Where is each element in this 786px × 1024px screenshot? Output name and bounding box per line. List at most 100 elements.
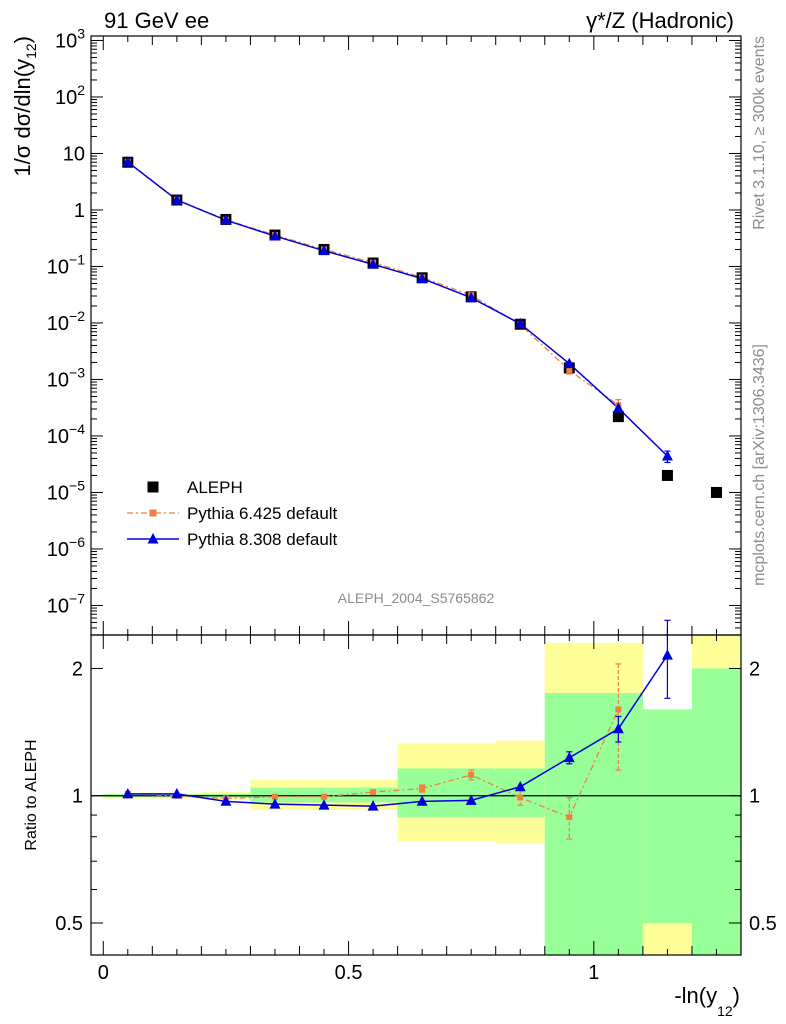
pythia8-main-point [563, 357, 575, 369]
ratio-plot-frame [90, 634, 742, 956]
main-y-tick-exp: −3 [69, 364, 85, 380]
x-axis-label-close: ) [733, 983, 740, 1008]
pythia6-ratio-point [517, 794, 524, 801]
main-y-tick-label: 10−5 [47, 477, 85, 504]
pythia8-main-point [465, 291, 477, 303]
aleph-main-point [612, 411, 624, 423]
legend-pythia8-marker [147, 533, 159, 544]
main-y-tick-base: 10 [47, 426, 69, 448]
ratio-band-inner [544, 692, 643, 955]
ratio-series [122, 619, 673, 840]
main-y-tick-exp: 3 [77, 25, 85, 41]
ratio-band-inner [397, 768, 496, 818]
main-y-tick-label: 1 [74, 200, 85, 222]
pythia6-ratio-point [321, 793, 328, 800]
pythia8-ratio-point [318, 799, 330, 810]
pythia8-main-point [122, 156, 134, 167]
main-y-tick-label: 10 [63, 143, 85, 165]
pythia8-ratio-line [127, 654, 669, 807]
ratio-y-tick-label-right: 2 [749, 658, 760, 680]
pythia8-ratio-point [171, 787, 183, 799]
pythia6-ratio-point [468, 771, 475, 778]
main-y-tick-base: 10 [47, 595, 69, 617]
header-left-label: 91 GeV ee [104, 8, 209, 33]
x-axis-label: -ln(y12) [674, 983, 740, 1019]
main-y-tick-label: 10−2 [47, 308, 85, 335]
pythia6-main-line [127, 161, 619, 406]
main-y-tick-base: 10 [47, 482, 69, 504]
pythia8-main-point [220, 214, 232, 225]
axis-ticks: 10310210110−110−210−310−410−510−610−70.5… [47, 25, 777, 984]
main-y-tick-label: 10−7 [47, 590, 85, 617]
main-y-tick-base: 10 [55, 87, 77, 109]
aleph-main-point [661, 469, 673, 481]
ratio-y-tick-label-left: 1 [72, 786, 83, 808]
main-y-tick-exp: −4 [69, 421, 85, 437]
pythia8-main-point [367, 258, 379, 269]
pythia8-main-point [269, 230, 281, 241]
pythia6-ratio-point [271, 793, 278, 800]
main-y-tick-label: 103 [55, 25, 85, 52]
pythia8-main-point [318, 244, 330, 256]
legend-label: ALEPH [187, 478, 243, 497]
main-series [122, 156, 722, 498]
legend-label: Pythia 6.425 default [187, 504, 338, 523]
legend: ALEPH Pythia 6.425 default Pythia 8.308 de… [127, 478, 338, 549]
pythia8-main-line [127, 161, 668, 457]
main-y-axis-label-sub: 12 [23, 43, 39, 59]
x-tick-label: 0.5 [335, 962, 363, 984]
ratio-bands [103, 635, 741, 955]
main-y-tick-base: 10 [47, 369, 69, 391]
legend-label: Pythia 8.308 default [187, 530, 338, 549]
pythia8-ratio-point [563, 751, 575, 763]
main-y-tick-base: 1 [74, 200, 85, 222]
pythia6-ratio-point [419, 785, 426, 792]
main-y-axis-label-close: ) [10, 36, 35, 43]
x-axis-label-text: -ln(y [674, 983, 717, 1008]
ratio-y-axis-label: Ratio to ALEPH [23, 739, 40, 850]
pythia8-ratio-point [220, 795, 232, 806]
pythia8-ratio-point [661, 649, 673, 660]
x-tick-label: 1 [588, 962, 599, 984]
main-y-axis-label: 1/σ dσ/dln(y12) [10, 36, 39, 177]
pythia8-ratio-point [122, 787, 134, 799]
main-y-tick-label: 10−1 [47, 251, 85, 278]
pythia8-main-point [612, 402, 624, 413]
ratio-band-inner [642, 709, 692, 923]
pythia8-main-point [514, 317, 526, 329]
pythia8-ratio-point [367, 800, 379, 811]
pythia8-ratio-point [269, 798, 281, 809]
pythia8-ratio-point [612, 722, 624, 734]
main-y-tick-exp: 2 [77, 82, 85, 98]
pythia8-ratio-point [416, 795, 428, 806]
main-y-tick-exp: −7 [69, 590, 85, 606]
main-y-tick-label: 10−3 [47, 364, 85, 391]
main-y-tick-base: 10 [47, 256, 69, 278]
main-y-tick-exp: −2 [69, 308, 85, 324]
main-y-tick-base: 10 [47, 313, 69, 335]
pythia8-ratio-point [514, 780, 526, 792]
main-y-tick-label: 102 [55, 82, 85, 109]
main-y-tick-base: 10 [63, 143, 85, 165]
rivet-version-label: Rivet 3.1.10, ≥ 300k events [751, 36, 768, 230]
pythia6-ratio-point [615, 706, 622, 713]
mcplots-label: mcplots.cern.ch [arXiv:1306.3436] [751, 344, 768, 586]
main-y-tick-exp: −1 [69, 251, 85, 267]
legend-pythia6-marker [149, 509, 157, 517]
header-right-label: γ*/Z (Hadronic) [586, 8, 734, 33]
main-y-tick-label: 10−4 [47, 421, 85, 448]
pythia6-main-point [566, 367, 573, 374]
pythia8-main-point [661, 450, 673, 461]
pythia8-main-point [171, 194, 183, 205]
ratio-y-tick-label-left: 0.5 [55, 913, 83, 935]
main-y-tick-base: 10 [55, 30, 77, 52]
main-y-tick-label: 10−6 [47, 534, 85, 561]
legend-aleph-marker [147, 481, 159, 493]
main-y-tick-exp: −6 [69, 534, 85, 550]
main-y-axis-label-text: 1/σ dσ/dln(y [10, 59, 35, 177]
ratio-y-tick-label-right: 0.5 [749, 913, 777, 935]
pythia8-ratio-point [465, 794, 477, 805]
pythia6-ratio-point [370, 789, 377, 796]
analysis-id-label: ALEPH_2004_S5765862 [338, 590, 495, 606]
